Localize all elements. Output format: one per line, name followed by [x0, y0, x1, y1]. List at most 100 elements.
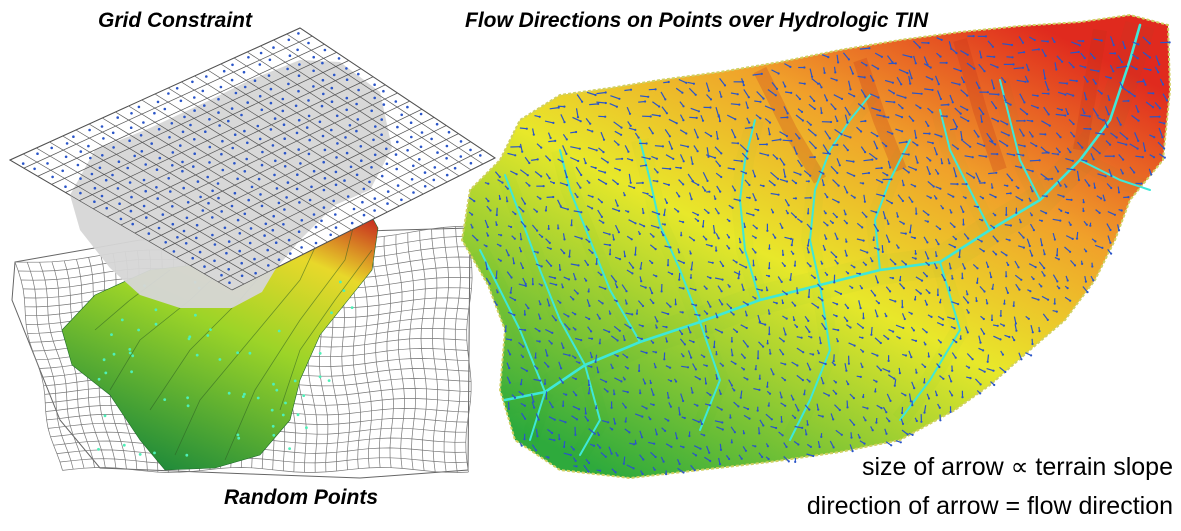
flow-arrow-head	[1085, 98, 1088, 101]
flow-arrow-head	[655, 275, 658, 278]
flow-arrow-head	[1022, 134, 1025, 137]
flow-arrow	[588, 428, 596, 435]
flow-arrow	[863, 194, 866, 202]
flow-arrow-head	[872, 238, 875, 242]
flow-arrow-head	[959, 112, 962, 115]
grid-point	[432, 178, 436, 182]
flow-arrow-head	[680, 234, 683, 237]
flow-arrow-head	[990, 276, 993, 279]
flow-arrow	[1058, 91, 1066, 96]
grid-point	[320, 219, 323, 223]
flow-arrow-head	[756, 357, 760, 360]
grid-point	[412, 164, 415, 168]
flow-arrow-head	[1056, 280, 1059, 283]
flow-arrow-head	[727, 236, 731, 239]
flow-arrow	[704, 325, 707, 332]
flow-arrow-head	[720, 331, 724, 334]
grid-point	[208, 145, 212, 149]
flow-arrow-head	[513, 237, 516, 240]
grid-point	[228, 281, 231, 285]
grid-point	[274, 241, 278, 244]
flow-arrow-head	[852, 160, 855, 163]
flow-arrow-head	[608, 244, 612, 247]
flow-arrow	[915, 288, 922, 295]
flow-arrow-head	[670, 379, 673, 383]
flow-arrow-head	[965, 183, 968, 186]
grid-point	[275, 187, 279, 190]
flow-arrow-head	[626, 356, 629, 359]
flow-arrow-head	[1055, 310, 1058, 313]
flow-arrow-head	[754, 445, 757, 448]
flow-arrow-head	[670, 445, 673, 448]
flow-arrow-head	[951, 369, 954, 372]
grid-point	[318, 120, 322, 124]
flow-arrow-head	[1064, 114, 1067, 117]
grid-point	[230, 204, 234, 208]
flow-arrow	[908, 69, 913, 79]
flow-arrow	[634, 413, 643, 418]
flow-arrow-head	[536, 158, 539, 161]
flow-arrow-head	[967, 366, 971, 369]
flow-arrow-head	[720, 290, 723, 293]
flow-arrow	[882, 211, 886, 219]
flow-arrow-head	[929, 159, 932, 162]
flow-arrow-head	[775, 302, 778, 305]
flow-arrow-head	[993, 55, 996, 59]
flow-arrow-head	[1109, 143, 1112, 146]
flow-arrow	[648, 126, 654, 134]
flow-arrow-head	[591, 207, 594, 210]
flow-arrow	[861, 211, 867, 218]
flow-arrow-head	[759, 100, 762, 103]
flow-arrow	[689, 192, 693, 200]
flow-arrow	[912, 40, 921, 48]
flow-arrow-head	[758, 432, 761, 435]
flow-arrow	[909, 224, 912, 233]
grid-point	[281, 97, 285, 101]
flow-arrow-head	[992, 87, 996, 90]
flow-arrow-head	[814, 134, 817, 137]
flow-arrow	[494, 171, 501, 178]
flow-arrow-head	[728, 247, 731, 250]
flow-arrow	[860, 89, 866, 97]
grid-point	[420, 131, 424, 134]
flow-arrow-head	[991, 287, 994, 290]
flow-arrow	[1069, 79, 1077, 82]
grid-point	[332, 73, 336, 77]
flow-arrow-head	[545, 397, 548, 400]
grid-point	[300, 246, 303, 249]
flow-arrow-head	[1013, 339, 1016, 342]
flow-arrow-head	[671, 272, 674, 276]
flow-arrow-head	[768, 333, 771, 336]
flow-arrow-head	[532, 400, 535, 403]
flow-arrow-head	[705, 238, 708, 241]
flow-arrow-head	[853, 95, 856, 98]
flow-arrow-head	[641, 181, 644, 184]
flow-arrow-head	[980, 56, 983, 59]
flow-arrow-head	[605, 380, 608, 383]
flow-arrow-head	[901, 422, 905, 425]
flow-arrow-head	[1030, 354, 1033, 357]
flow-arrow-head	[535, 210, 539, 213]
flow-arrow	[610, 95, 620, 100]
flow-arrow-head	[519, 383, 523, 386]
flow-arrow	[962, 296, 969, 303]
flow-arrow	[679, 154, 685, 162]
grid-point	[242, 70, 246, 74]
flow-arrow-head	[794, 304, 797, 307]
flow-arrow	[834, 290, 842, 295]
flow-arrow	[898, 141, 907, 144]
grid-point	[373, 209, 376, 212]
flow-arrow-head	[822, 183, 825, 187]
flow-arrow-head	[1141, 156, 1144, 159]
flow-arrow	[1030, 324, 1034, 333]
grid-point	[211, 216, 214, 219]
flow-arrow	[623, 456, 626, 464]
grid-point	[247, 198, 250, 202]
flow-arrow-head	[590, 356, 593, 359]
grid-point	[167, 177, 170, 180]
terrain-point	[137, 328, 141, 332]
flow-arrow-head	[916, 144, 919, 147]
flow-arrow-head	[1083, 57, 1086, 60]
flow-arrow-head	[1081, 146, 1084, 149]
flow-arrow-head	[780, 420, 783, 423]
